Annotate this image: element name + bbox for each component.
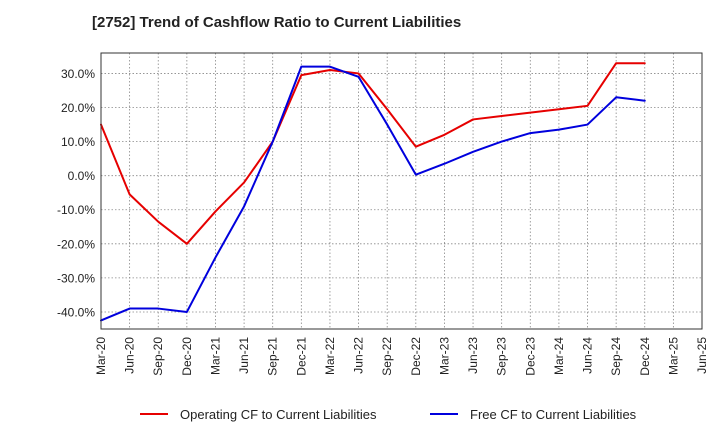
legend-label: Free CF to Current Liabilities (470, 407, 637, 422)
y-tick-label: 10.0% (61, 135, 95, 149)
x-tick-label: Jun-23 (466, 337, 480, 374)
x-axis-tick-labels: Mar-20 Jun-20 Sep-20 Dec-20 Mar-21 Jun-21 Sep-… (94, 337, 709, 376)
legend: Operating CF to Current Liabilities Free … (140, 407, 637, 422)
x-tick-label: Jun-24 (581, 337, 595, 374)
x-tick-label: Jun-21 (237, 337, 251, 374)
grid-layer (101, 53, 702, 329)
x-tick-label: Dec-20 (180, 337, 194, 376)
y-tick-label: -40.0% (57, 305, 95, 319)
x-tick-label: Sep-24 (609, 337, 623, 376)
chart-title: [2752] Trend of Cashflow Ratio to Curren… (92, 14, 462, 31)
x-tick-label: Jun-20 (123, 337, 137, 374)
x-tick-label: Sep-23 (495, 337, 509, 376)
y-tick-label: -30.0% (57, 271, 95, 285)
x-tick-label: Mar-25 (666, 337, 680, 375)
legend-label: Operating CF to Current Liabilities (180, 407, 377, 422)
y-tick-label: -10.0% (57, 203, 95, 217)
x-tick-label: Jun-25 (695, 337, 709, 374)
x-tick-label: Mar-21 (208, 337, 222, 375)
operating-cf-series-line (100, 62, 646, 245)
y-tick-label: 20.0% (61, 101, 95, 115)
x-tick-label: Dec-22 (409, 337, 423, 376)
x-tick-label: Mar-20 (94, 337, 108, 375)
x-tick-label: Mar-24 (552, 337, 566, 375)
x-tick-label: Dec-21 (294, 337, 308, 376)
plot-area (101, 53, 702, 329)
x-tick-label: Dec-23 (523, 337, 537, 376)
y-tick-label: 30.0% (61, 67, 95, 81)
x-tick-label: Sep-21 (266, 337, 280, 376)
x-tick-label: Jun-22 (352, 337, 366, 374)
x-tick-label: Mar-23 (437, 337, 451, 375)
x-tick-label: Dec-24 (638, 337, 652, 376)
y-axis-tick-labels: 30.0% 20.0% 10.0% 0.0% -10.0% -20.0% -30.0% -40… (57, 67, 95, 320)
x-tick-label: Sep-22 (380, 337, 394, 376)
y-tick-label: -20.0% (57, 237, 95, 251)
x-tick-label: Mar-22 (323, 337, 337, 375)
plot-frame (100, 52, 703, 330)
x-tick-label: Sep-20 (151, 337, 165, 376)
free-cf-series-line (100, 65, 646, 322)
series-layer (100, 62, 646, 322)
y-tick-label: 0.0% (68, 169, 96, 183)
